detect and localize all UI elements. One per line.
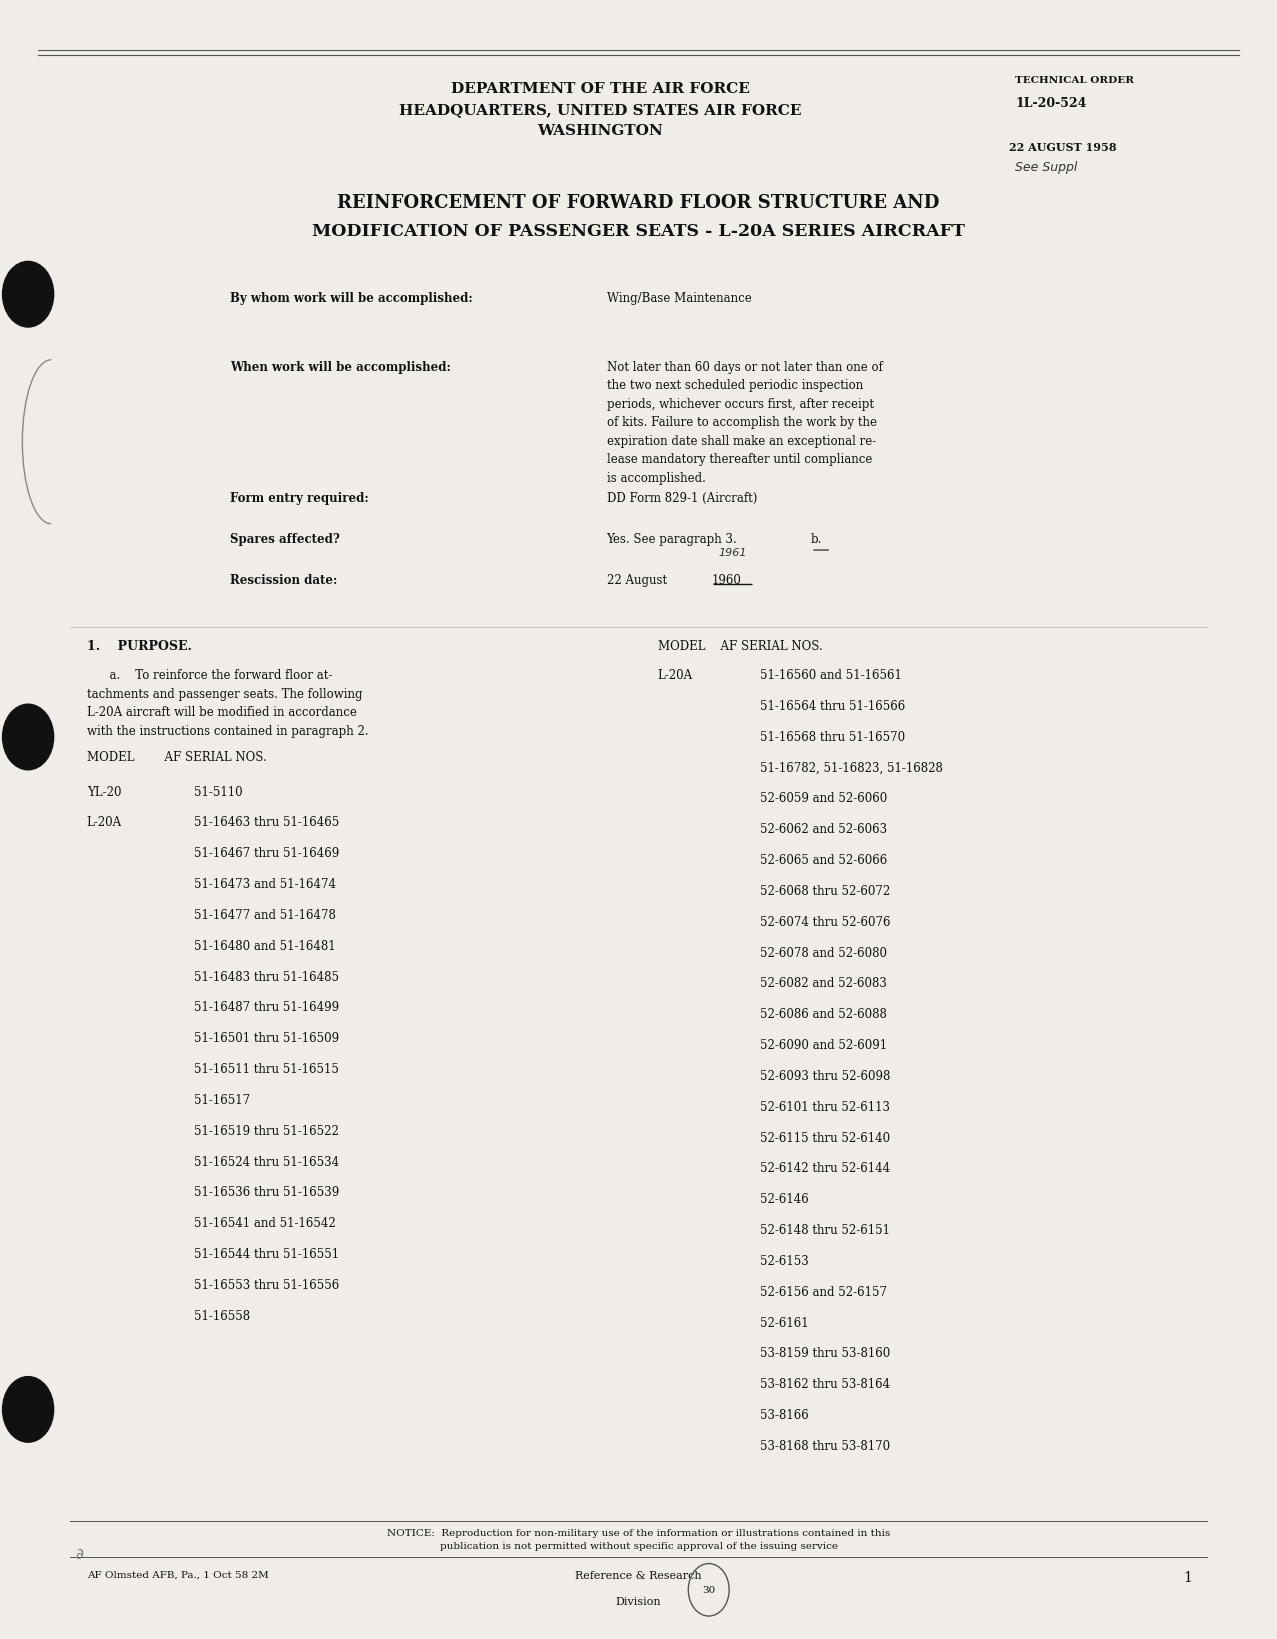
Text: 51-16568 thru 51-16570: 51-16568 thru 51-16570 <box>760 731 905 744</box>
Text: Reference & Research: Reference & Research <box>575 1570 702 1580</box>
Text: 51-16564 thru 51-16566: 51-16564 thru 51-16566 <box>760 700 905 713</box>
Text: See Suppl: See Suppl <box>1015 161 1078 174</box>
Text: 30: 30 <box>702 1585 715 1595</box>
Text: 52-6068 thru 52-6072: 52-6068 thru 52-6072 <box>760 885 890 898</box>
Text: ∂: ∂ <box>75 1546 83 1560</box>
Text: 51-16560 and 51-16561: 51-16560 and 51-16561 <box>760 669 902 682</box>
Text: 52-6082 and 52-6083: 52-6082 and 52-6083 <box>760 977 886 990</box>
Text: Wing/Base Maintenance: Wing/Base Maintenance <box>607 292 751 305</box>
Text: Rescission date:: Rescission date: <box>230 574 337 587</box>
Text: DEPARTMENT OF THE AIR FORCE: DEPARTMENT OF THE AIR FORCE <box>451 82 750 97</box>
Text: MODEL    AF SERIAL NOS.: MODEL AF SERIAL NOS. <box>658 639 822 652</box>
Text: 51-16477 and 51-16478: 51-16477 and 51-16478 <box>194 908 336 921</box>
Text: b.: b. <box>811 533 822 546</box>
Text: MODIFICATION OF PASSENGER SEATS - L-20A SERIES AIRCRAFT: MODIFICATION OF PASSENGER SEATS - L-20A … <box>312 223 965 239</box>
Text: 52-6086 and 52-6088: 52-6086 and 52-6088 <box>760 1008 886 1021</box>
Text: Yes. See paragraph 3.: Yes. See paragraph 3. <box>607 533 737 546</box>
Text: When work will be accomplished:: When work will be accomplished: <box>230 361 451 374</box>
Text: REINFORCEMENT OF FORWARD FLOOR STRUCTURE AND: REINFORCEMENT OF FORWARD FLOOR STRUCTURE… <box>337 195 940 211</box>
Text: Division: Division <box>616 1596 661 1606</box>
Text: 52-6153: 52-6153 <box>760 1254 808 1267</box>
Text: 51-16483 thru 51-16485: 51-16483 thru 51-16485 <box>194 970 340 983</box>
Circle shape <box>3 1377 54 1442</box>
Text: L-20A: L-20A <box>658 669 693 682</box>
Text: 52-6090 and 52-6091: 52-6090 and 52-6091 <box>760 1039 888 1052</box>
Text: 51-16541 and 51-16542: 51-16541 and 51-16542 <box>194 1216 336 1229</box>
Text: HEADQUARTERS, UNITED STATES AIR FORCE: HEADQUARTERS, UNITED STATES AIR FORCE <box>398 103 802 116</box>
Text: 52-6062 and 52-6063: 52-6062 and 52-6063 <box>760 823 888 836</box>
Text: 53-8159 thru 53-8160: 53-8159 thru 53-8160 <box>760 1347 890 1360</box>
Text: 1961: 1961 <box>719 547 747 557</box>
Text: 22 AUGUST 1958: 22 AUGUST 1958 <box>1009 143 1116 152</box>
Text: 51-16501 thru 51-16509: 51-16501 thru 51-16509 <box>194 1031 340 1044</box>
Text: TECHNICAL ORDER: TECHNICAL ORDER <box>1015 75 1134 85</box>
Text: 51-16473 and 51-16474: 51-16473 and 51-16474 <box>194 877 336 890</box>
Text: 51-16536 thru 51-16539: 51-16536 thru 51-16539 <box>194 1185 340 1198</box>
Text: YL-20: YL-20 <box>87 785 121 798</box>
Text: 51-16519 thru 51-16522: 51-16519 thru 51-16522 <box>194 1124 338 1137</box>
Text: 52-6093 thru 52-6098: 52-6093 thru 52-6098 <box>760 1069 890 1082</box>
Text: 51-16558: 51-16558 <box>194 1310 250 1323</box>
Text: Not later than 60 days or not later than one of
the two next scheduled periodic : Not later than 60 days or not later than… <box>607 361 882 485</box>
Text: 51-16487 thru 51-16499: 51-16487 thru 51-16499 <box>194 1001 340 1015</box>
Text: 52-6156 and 52-6157: 52-6156 and 52-6157 <box>760 1285 886 1298</box>
Text: 52-6059 and 52-6060: 52-6059 and 52-6060 <box>760 792 888 805</box>
Text: NOTICE:  Reproduction for non-military use of the information or illustrations c: NOTICE: Reproduction for non-military us… <box>387 1528 890 1550</box>
Text: L-20A: L-20A <box>87 816 123 829</box>
Text: 51-16517: 51-16517 <box>194 1093 250 1106</box>
Text: Spares affected?: Spares affected? <box>230 533 340 546</box>
Text: 52-6074 thru 52-6076: 52-6074 thru 52-6076 <box>760 915 890 928</box>
Text: 52-6115 thru 52-6140: 52-6115 thru 52-6140 <box>760 1131 890 1144</box>
Text: By whom work will be accomplished:: By whom work will be accomplished: <box>230 292 472 305</box>
Text: 52-6101 thru 52-6113: 52-6101 thru 52-6113 <box>760 1100 890 1113</box>
Text: Form entry required:: Form entry required: <box>230 492 369 505</box>
Text: DD Form 829-1 (Aircraft): DD Form 829-1 (Aircraft) <box>607 492 757 505</box>
Text: 51-16553 thru 51-16556: 51-16553 thru 51-16556 <box>194 1278 340 1292</box>
Text: 51-16524 thru 51-16534: 51-16524 thru 51-16534 <box>194 1155 340 1169</box>
Text: a.    To reinforce the forward floor at-
tachments and passenger seats. The foll: a. To reinforce the forward floor at- ta… <box>87 669 369 738</box>
Text: 52-6146: 52-6146 <box>760 1193 808 1206</box>
Text: 52-6161: 52-6161 <box>760 1316 808 1329</box>
Text: 51-16782, 51-16823, 51-16828: 51-16782, 51-16823, 51-16828 <box>760 760 942 774</box>
Text: 1: 1 <box>1184 1570 1191 1585</box>
Text: 51-16467 thru 51-16469: 51-16467 thru 51-16469 <box>194 847 340 860</box>
Text: 53-8162 thru 53-8164: 53-8162 thru 53-8164 <box>760 1377 890 1390</box>
Text: 1960: 1960 <box>711 574 741 587</box>
Text: 52-6148 thru 52-6151: 52-6148 thru 52-6151 <box>760 1223 890 1236</box>
Text: 51-16544 thru 51-16551: 51-16544 thru 51-16551 <box>194 1247 340 1260</box>
Text: 51-16511 thru 51-16515: 51-16511 thru 51-16515 <box>194 1062 338 1075</box>
Text: 53-8166: 53-8166 <box>760 1408 808 1421</box>
Text: 1L-20-524: 1L-20-524 <box>1015 97 1087 110</box>
Text: 52-6142 thru 52-6144: 52-6142 thru 52-6144 <box>760 1162 890 1175</box>
Text: 22 August: 22 August <box>607 574 670 587</box>
Text: 53-8168 thru 53-8170: 53-8168 thru 53-8170 <box>760 1439 890 1452</box>
Text: 52-6078 and 52-6080: 52-6078 and 52-6080 <box>760 946 886 959</box>
Text: 51-5110: 51-5110 <box>194 785 243 798</box>
Circle shape <box>3 705 54 770</box>
Text: 51-16463 thru 51-16465: 51-16463 thru 51-16465 <box>194 816 340 829</box>
Text: WASHINGTON: WASHINGTON <box>538 125 663 138</box>
Text: 52-6065 and 52-6066: 52-6065 and 52-6066 <box>760 854 888 867</box>
Circle shape <box>3 262 54 328</box>
Text: MODEL        AF SERIAL NOS.: MODEL AF SERIAL NOS. <box>87 751 267 764</box>
Text: AF Olmsted AFB, Pa., 1 Oct 58 2M: AF Olmsted AFB, Pa., 1 Oct 58 2M <box>87 1570 268 1578</box>
Text: 1.    PURPOSE.: 1. PURPOSE. <box>87 639 192 652</box>
Text: 51-16480 and 51-16481: 51-16480 and 51-16481 <box>194 939 336 952</box>
